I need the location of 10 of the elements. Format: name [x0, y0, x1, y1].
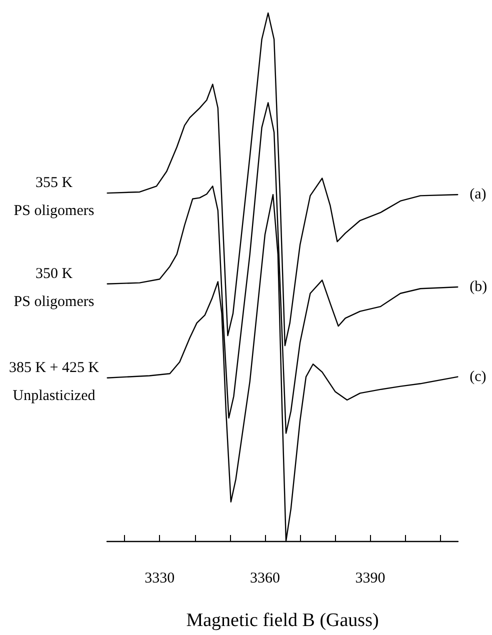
x-axis-title: Magnetic field B (Gauss) — [186, 610, 379, 631]
series-label: (a) — [470, 186, 486, 203]
series-label: (b) — [470, 279, 488, 296]
text: 355 K PS oligomers — [14, 175, 94, 220]
text: 385 K + 425 K Unplasticized — [8, 360, 100, 404]
x-tick-label: 3390 — [355, 570, 386, 586]
x-tick-label: 3330 — [144, 570, 175, 586]
series-label: (c) — [470, 368, 486, 385]
text: 350 K PS oligomers — [14, 266, 94, 310]
x-tick-label: 3360 — [250, 570, 280, 586]
